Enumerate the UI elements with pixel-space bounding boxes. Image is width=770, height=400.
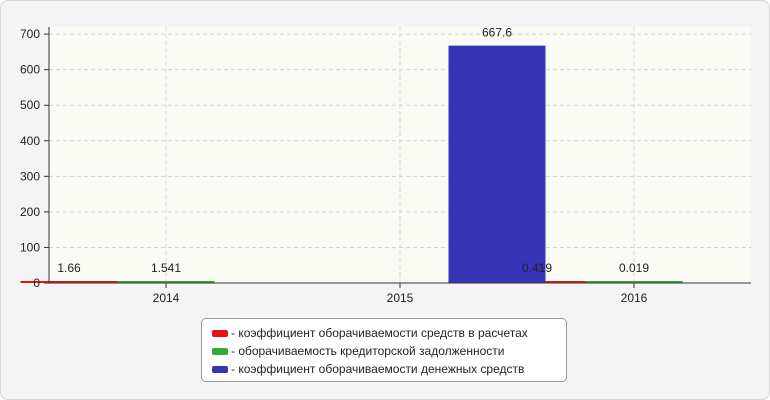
data-label-3-2015: 667.6 <box>482 26 512 40</box>
data-label-2-2014: 1.541 <box>151 261 181 275</box>
bar-3-2015 <box>448 45 546 284</box>
axes: 0 100 200 300 400 500 600 700 2014 2015 2016 <box>20 27 751 305</box>
x-tick-label-2016: 2016 <box>621 291 648 305</box>
legend-label-1: - коэффициент оборачиваемости средств в … <box>231 326 528 340</box>
data-label-1-2016: 0.419 <box>522 261 552 275</box>
bar-2-2016 <box>585 281 683 283</box>
y-tick-label: 600 <box>20 63 40 77</box>
x-tick-label-2014: 2014 <box>153 291 180 305</box>
legend-item-1: - коэффициент оборачиваемости средств в … <box>212 324 566 342</box>
y-tick-label: 700 <box>20 27 40 41</box>
legend-swatch-1 <box>212 329 228 337</box>
data-labels: 1.66 0.419 1.541 0.019 667.6 <box>57 26 649 275</box>
x-tick-label-2015: 2015 <box>387 291 414 305</box>
y-tick-label: 100 <box>20 240 40 254</box>
legend-item-3: - коэффициент оборачиваемости денежных с… <box>212 360 566 378</box>
legend-item-2: - оборачиваемость кредиторской задолженн… <box>212 342 566 360</box>
bar-2-2014 <box>117 281 215 283</box>
legend: - коэффициент оборачиваемости средств в … <box>201 318 567 382</box>
data-label-1-2014: 1.66 <box>57 261 81 275</box>
y-tick-label: 300 <box>20 169 40 183</box>
y-tick-label: 400 <box>20 134 40 148</box>
legend-label-3: - коэффициент оборачиваемости денежных с… <box>231 362 525 376</box>
bars <box>20 45 683 284</box>
bar-chart: 1.66 0.419 1.541 0.019 667.6 0 100 200 300 400 50… <box>20 26 751 305</box>
bar-1-2014 <box>20 281 118 283</box>
grid-lines <box>49 27 751 283</box>
legend-swatch-3 <box>212 365 228 373</box>
y-tick-label: 500 <box>20 98 40 112</box>
data-label-2-2016: 0.019 <box>619 261 649 275</box>
legend-swatch-2 <box>212 347 228 355</box>
legend-label-2: - оборачиваемость кредиторской задолженн… <box>231 344 505 358</box>
y-tick-label: 200 <box>20 205 40 219</box>
y-tick-label: 0 <box>33 276 40 290</box>
